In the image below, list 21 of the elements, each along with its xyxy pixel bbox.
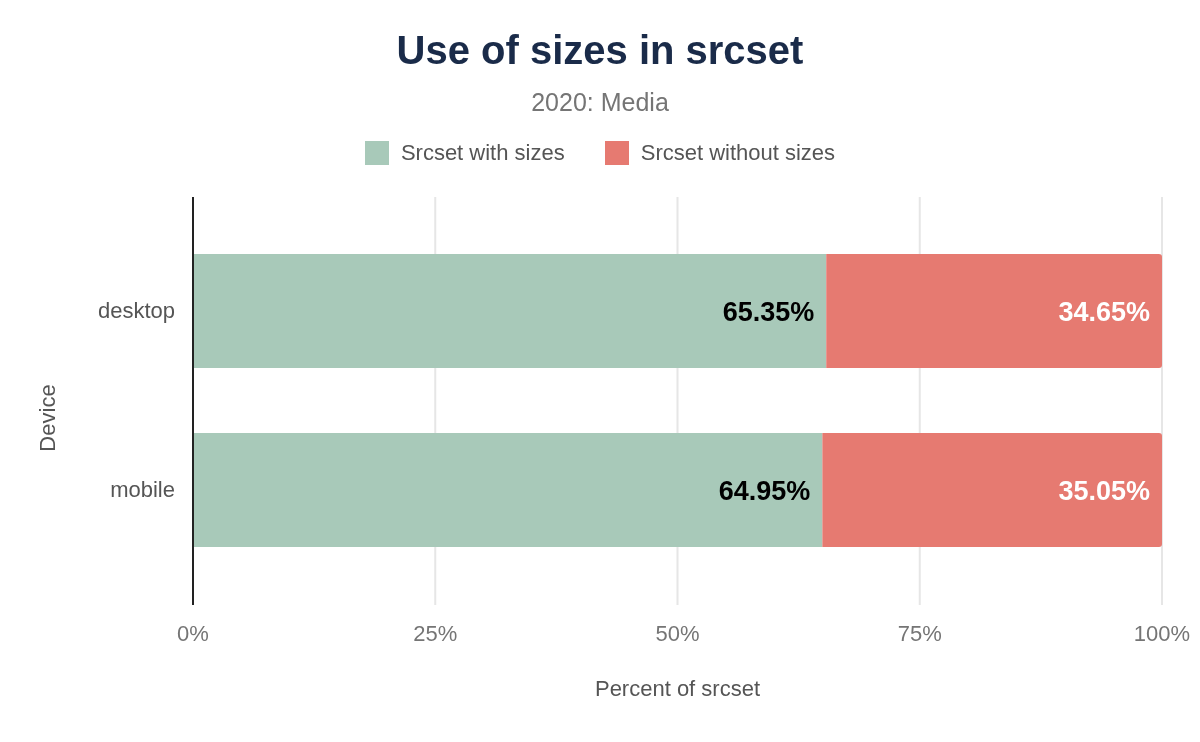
legend-label: Srcset with sizes <box>400 140 565 166</box>
y-tick-label: mobile <box>110 477 175 503</box>
x-tick-label: 100% <box>1133 620 1191 646</box>
data-label: 64.95% <box>718 475 811 506</box>
legend-label: Srcset without sizes <box>640 140 836 166</box>
bar <box>193 433 823 547</box>
x-tick-label: 25% <box>413 620 458 646</box>
chart-subtitle: 2020: Media <box>530 88 670 117</box>
data-label: 65.35% <box>722 296 815 327</box>
chart-title: Use of sizes in srcset <box>395 28 805 73</box>
data-label: 35.05% <box>1058 475 1150 506</box>
bar <box>826 254 1162 368</box>
y-tick-label: desktop <box>97 298 175 324</box>
x-tick-label: 50% <box>655 620 700 646</box>
bar <box>822 433 1162 547</box>
bar <box>193 254 827 368</box>
x-tick-label: 0% <box>177 620 209 646</box>
data-label: 34.65% <box>1058 296 1150 327</box>
x-tick-label: 75% <box>897 620 942 646</box>
x-axis-title: Percent of srcset <box>593 676 762 702</box>
y-axis-title: Device <box>35 384 61 452</box>
